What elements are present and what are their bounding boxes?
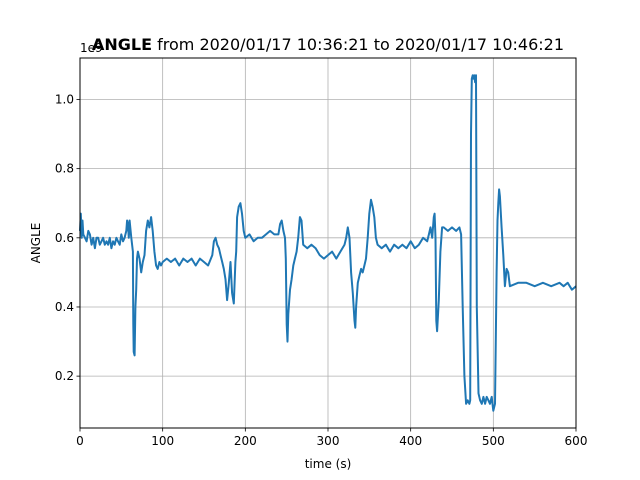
chart-title-rest: from 2020/01/17 10:36:21 to 2020/01/17 1…: [152, 35, 564, 54]
y-tick-label: 0.4: [55, 300, 74, 314]
chart-title: ANGLE from 2020/01/17 10:36:21 to 2020/0…: [92, 35, 564, 54]
y-axis-ticks: 0.2 0.4 0.6 0.8 1.0: [55, 92, 80, 383]
y-tick-label: 0.8: [55, 162, 74, 176]
x-tick-label: 600: [565, 434, 588, 448]
x-tick-label: 200: [234, 434, 257, 448]
x-tick-label: 500: [482, 434, 505, 448]
y-tick-label: 0.6: [55, 231, 74, 245]
x-tick-label: 100: [151, 434, 174, 448]
x-tick-label: 0: [76, 434, 84, 448]
angle-series-line: [79, 74, 577, 412]
y-tick-label: 0.2: [55, 369, 74, 383]
x-axis-ticks: 0 100 200 300 400 500 600: [76, 428, 587, 448]
y-tick-label: 1.0: [55, 92, 74, 106]
x-tick-label: 400: [399, 434, 422, 448]
y-axis-label: ANGLE: [29, 223, 43, 264]
x-tick-label: 300: [317, 434, 340, 448]
grid-lines: [79, 58, 577, 428]
chart-title-bold: ANGLE: [92, 35, 152, 54]
y-offset-label: 1e9: [80, 41, 103, 55]
plot-area: [79, 74, 577, 412]
x-axis-label: time (s): [305, 457, 352, 471]
